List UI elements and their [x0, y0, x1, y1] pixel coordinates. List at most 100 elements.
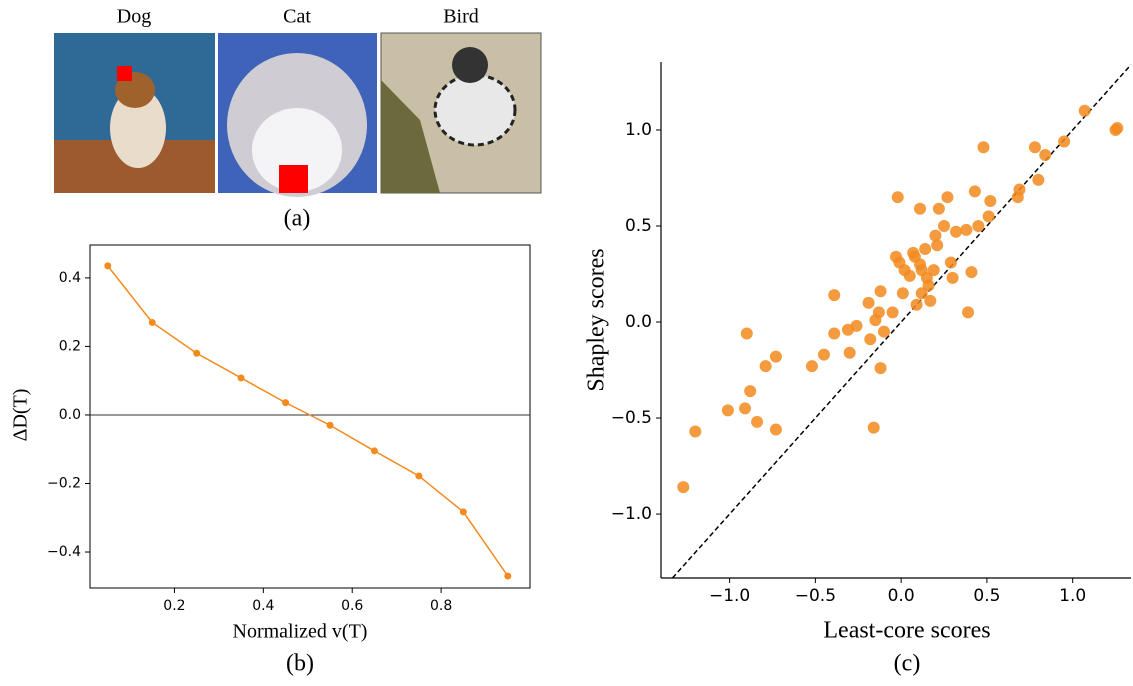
y-tick-label: 0.0 [59, 407, 81, 423]
data-point [1078, 104, 1091, 117]
data-point [805, 360, 818, 373]
data-point [972, 219, 985, 232]
y-axis-label: Shapley scores [584, 248, 610, 391]
caption: (b) [286, 651, 314, 677]
data-point [739, 402, 752, 415]
x-tick-label: 0.0 [888, 586, 915, 606]
tree-trunk [381, 80, 440, 193]
data-point [922, 279, 935, 292]
plot-frame [89, 244, 531, 589]
data-point [817, 348, 830, 361]
data-point [896, 287, 909, 300]
data-point [843, 346, 856, 359]
data-point [862, 296, 875, 309]
y-tick-label: −1.0 [611, 504, 652, 524]
x-tick-label: 0.5 [973, 586, 1000, 606]
cat-face [252, 108, 342, 192]
x-tick-label: 0.6 [341, 598, 363, 614]
y-tick-label: −0.4 [47, 544, 81, 560]
data-point [910, 298, 923, 311]
data-point [982, 210, 995, 223]
data-point [193, 349, 201, 357]
data-point [282, 399, 290, 407]
data-point [1039, 148, 1052, 161]
data-point [874, 362, 887, 375]
data-point [104, 262, 112, 270]
data-point [415, 472, 423, 480]
data-point [759, 360, 772, 373]
data-point [769, 350, 782, 363]
data-point [1013, 183, 1026, 196]
dog-body [110, 88, 166, 168]
data-point [872, 306, 885, 319]
data-point [769, 423, 782, 436]
x-axis-label: Normalized v(T) [233, 621, 368, 643]
data-point [932, 202, 945, 215]
y-tick-label: −0.5 [611, 408, 652, 428]
data-point [237, 374, 245, 382]
y-tick-label: 0.0 [625, 312, 652, 332]
data-point [459, 508, 467, 516]
data-point [1058, 135, 1071, 148]
data-point [924, 294, 937, 307]
y-tick-label: 0.4 [59, 270, 81, 286]
diagonal-line [671, 64, 1132, 579]
data-point [965, 266, 978, 279]
data-point [931, 239, 944, 252]
data-point [504, 572, 512, 580]
image-label: Bird [443, 6, 479, 28]
data-point [886, 306, 899, 319]
data-point [984, 195, 997, 208]
y-tick-label: −0.2 [47, 475, 81, 491]
x-axis-label: Least-core scores [823, 618, 990, 644]
caption: (c) [894, 651, 921, 677]
bird-image [380, 32, 542, 194]
data-point [968, 185, 981, 198]
data-point [867, 421, 880, 434]
data-point [828, 289, 841, 302]
data-point [326, 421, 334, 429]
data-point [751, 415, 764, 428]
image-label: Dog [117, 6, 151, 28]
data-point [938, 219, 951, 232]
y-tick-label: 0.5 [625, 216, 652, 236]
data-point [721, 404, 734, 417]
data-point [370, 447, 378, 455]
image-label: Cat [283, 6, 311, 28]
cat-image [218, 33, 377, 197]
data-point [864, 333, 877, 346]
data-point [874, 285, 887, 298]
data-point [919, 243, 932, 256]
data-point [677, 481, 690, 494]
data-point [903, 269, 916, 282]
data-point [941, 191, 954, 204]
data-point [148, 318, 156, 326]
data-line [107, 265, 509, 577]
y-tick-label: 0.2 [59, 338, 81, 354]
occlusion-patch [117, 66, 132, 81]
data-point [977, 141, 990, 154]
data-point [950, 225, 963, 238]
data-point [1032, 173, 1045, 186]
dog-image [54, 33, 215, 193]
x-tick-label: 0.4 [252, 598, 274, 614]
data-point [914, 202, 927, 215]
data-point [962, 306, 975, 319]
x-tick-label: 0.8 [430, 598, 452, 614]
data-point [689, 425, 702, 438]
data-point [946, 271, 959, 284]
data-point [960, 223, 973, 236]
y-axis-label: ΔD(T) [10, 389, 32, 442]
y-tick-label: 1.0 [625, 120, 652, 140]
data-point [944, 256, 957, 269]
x-tick-label: 1.0 [1059, 586, 1086, 606]
data-point [891, 191, 904, 204]
bird-body [433, 73, 517, 147]
data-point [740, 327, 753, 340]
data-point [915, 287, 928, 300]
occlusion-patch [279, 165, 308, 193]
caption: (a) [284, 206, 311, 232]
data-point [929, 229, 942, 242]
x-tick-label: −0.5 [795, 586, 836, 606]
